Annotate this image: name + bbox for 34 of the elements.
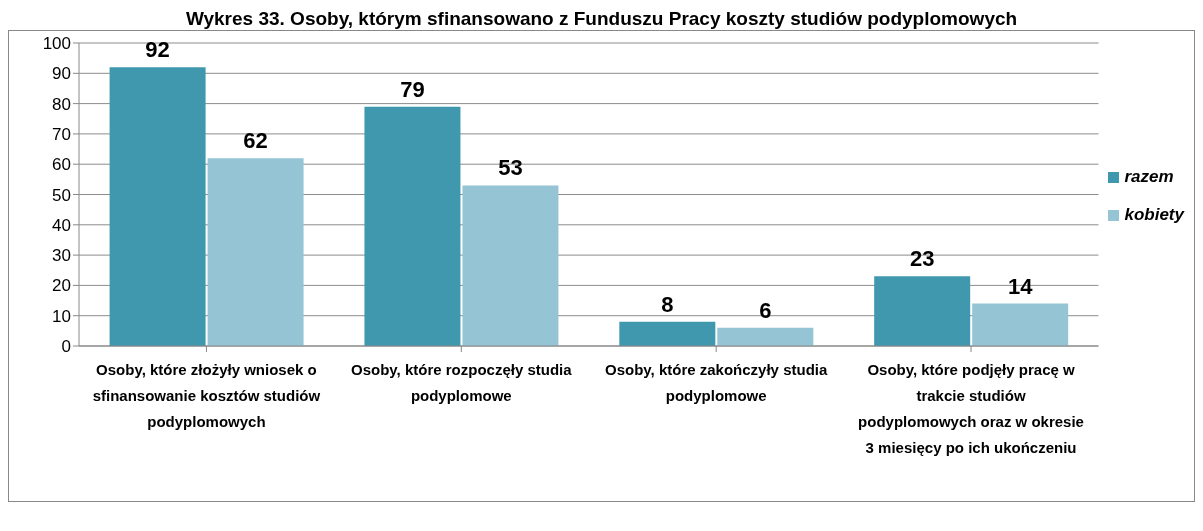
y-tick-label: 100 bbox=[42, 34, 71, 54]
legend-label: kobiety bbox=[1124, 204, 1184, 226]
y-tick-label: 40 bbox=[52, 215, 71, 235]
data-label: 92 bbox=[145, 37, 170, 63]
data-label: 23 bbox=[909, 246, 935, 272]
y-tick-label: 30 bbox=[52, 246, 71, 266]
y-tick-label: 10 bbox=[52, 306, 71, 326]
chart-title: Wykres 33. Osoby, którym sfinansowano z Funduszu Pracy koszty studiów podyplomowych bbox=[184, 8, 1019, 30]
y-tick-label: 70 bbox=[52, 124, 71, 144]
bar bbox=[364, 106, 461, 346]
y-tick-label: 0 bbox=[61, 337, 71, 357]
bar bbox=[207, 158, 304, 346]
data-label: 8 bbox=[661, 291, 674, 317]
data-label: 14 bbox=[1007, 273, 1034, 299]
bar bbox=[619, 321, 716, 346]
x-tick-label: Osoby, które zakończyły studia podyplomowe bbox=[605, 360, 828, 404]
x-tick-label: Osoby, które złożyły wniosek o sfinansowanie kosztów studiów podyplomowych bbox=[92, 360, 321, 430]
y-tick-label: 80 bbox=[52, 94, 71, 114]
y-tick-label: 20 bbox=[52, 276, 71, 296]
x-tick-label: Osoby, które podjęły pracę w trakcie studiów podyplomowych oraz w okresie 3 miesięcy po ich ukończeniu bbox=[858, 360, 1084, 456]
bar bbox=[717, 327, 814, 346]
legend-label: razem bbox=[1124, 166, 1174, 188]
data-label: 53 bbox=[498, 155, 523, 181]
bar bbox=[109, 67, 206, 346]
data-label: 6 bbox=[759, 297, 772, 323]
bar bbox=[972, 303, 1069, 346]
x-tick-label: Osoby, które rozpoczęły studia podyplomowe bbox=[351, 360, 573, 404]
data-label: 62 bbox=[243, 128, 268, 154]
y-tick-label: 50 bbox=[52, 185, 71, 205]
y-tick-label: 60 bbox=[52, 155, 71, 175]
bar bbox=[462, 185, 559, 346]
y-tick-label: 90 bbox=[52, 64, 71, 84]
data-label: 79 bbox=[400, 76, 425, 102]
bar bbox=[874, 276, 971, 346]
